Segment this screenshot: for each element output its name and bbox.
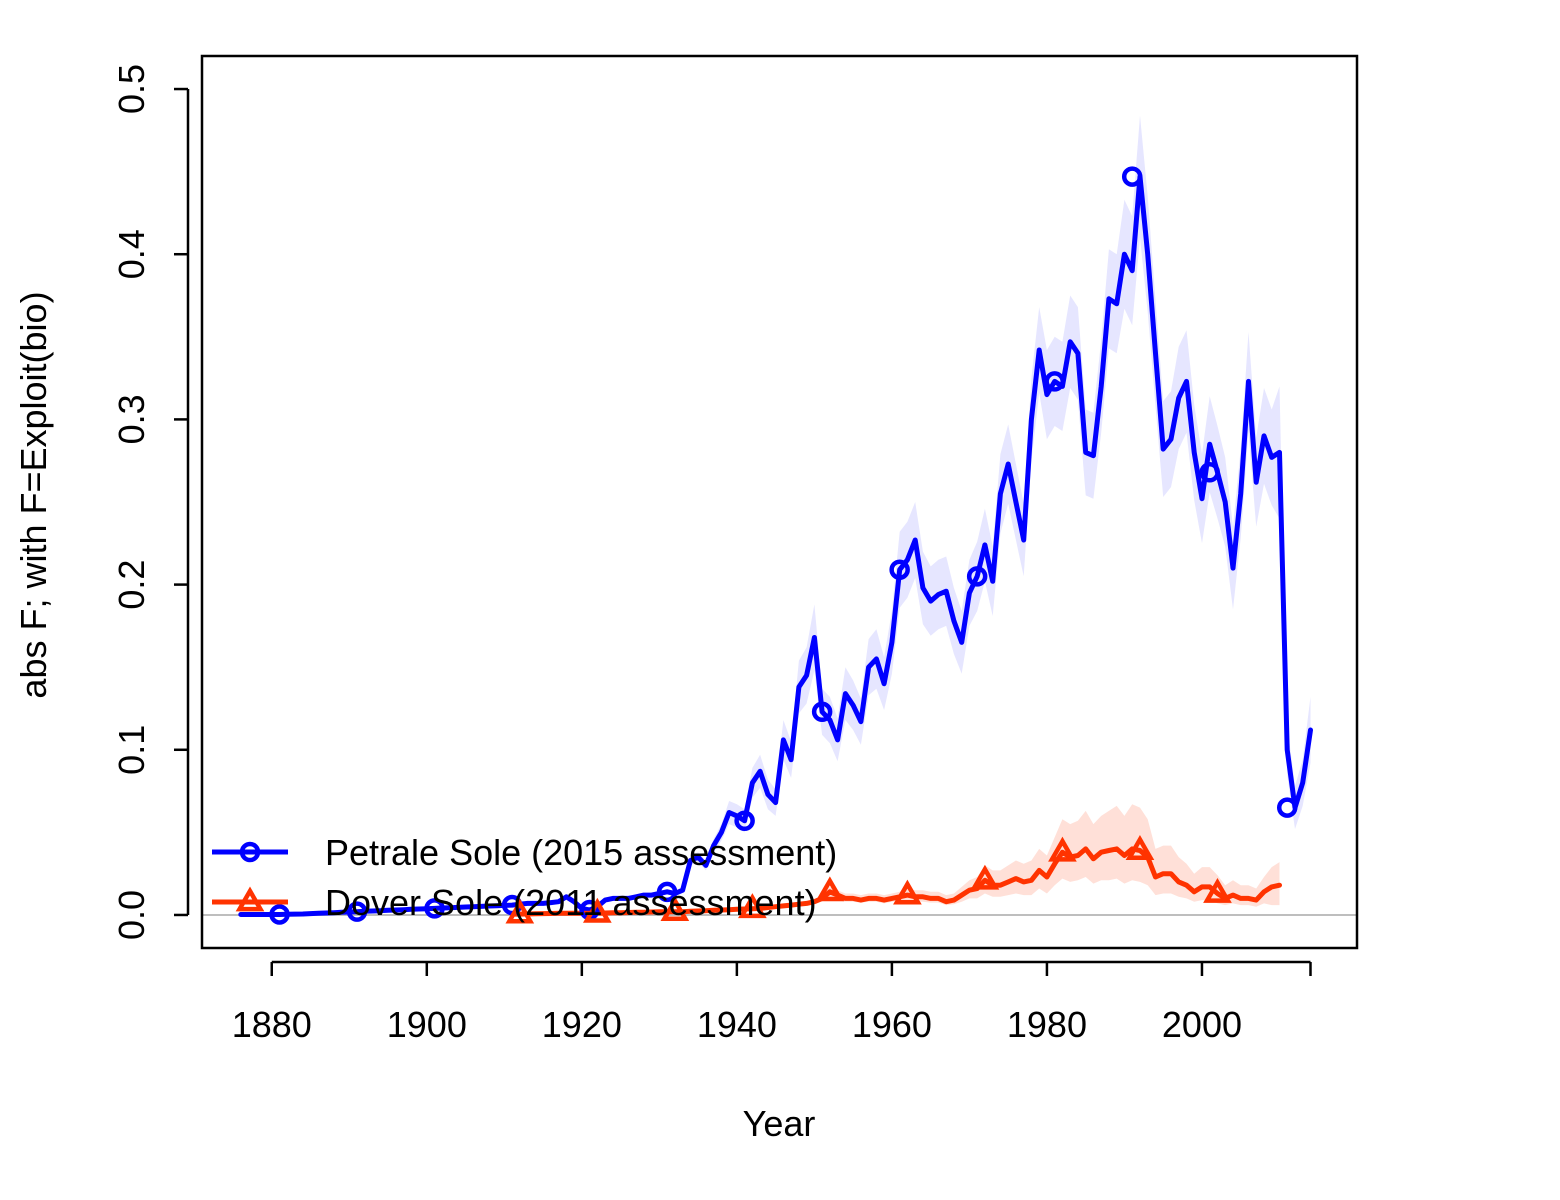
series-1-marker xyxy=(889,559,910,580)
legend-marker-2 xyxy=(235,886,265,912)
series-2-marker xyxy=(738,893,767,919)
confidence-bands xyxy=(240,115,1311,915)
series-1-marker xyxy=(1044,371,1065,392)
y-tick-label: 0.5 xyxy=(111,64,152,114)
legend-marker-1 xyxy=(239,841,261,863)
series-2-marker xyxy=(660,896,690,922)
x-axis: 1880 1900 1920 1940 1960 1980 2000 xyxy=(232,960,1312,1045)
series-2-marker xyxy=(505,898,535,924)
series-2-marker xyxy=(815,876,845,902)
series-2-marker xyxy=(1125,835,1155,860)
confidence-band-2 xyxy=(512,804,1280,915)
x-tick-label: 2000 xyxy=(1162,1004,1242,1045)
x-tick-label: 1900 xyxy=(387,1004,467,1045)
series-1-marker xyxy=(734,810,755,832)
series-1-marker xyxy=(1121,166,1143,187)
x-tick-label: 1940 xyxy=(697,1004,777,1045)
y-tick-label: 0.2 xyxy=(111,560,152,610)
legend-label-1: Petrale Sole (2015 assessment) xyxy=(325,832,837,873)
x-tick-label: 1980 xyxy=(1007,1004,1087,1045)
series-markers xyxy=(269,166,1298,925)
x-tick-label: 1880 xyxy=(232,1004,312,1045)
y-axis-title: abs F; with F=Exploit(bio) xyxy=(13,291,54,698)
series-1-marker xyxy=(811,701,833,723)
series-2-marker xyxy=(1203,877,1232,903)
series-1-marker xyxy=(424,898,445,919)
x-axis-title: Year xyxy=(743,1103,816,1144)
series-1-marker xyxy=(269,904,290,925)
series-1-marker xyxy=(1276,797,1298,818)
legend: Petrale Sole (2015 assessment) Dover Sole… xyxy=(212,832,837,923)
y-tick-label: 0.4 xyxy=(111,229,152,279)
series-1-marker xyxy=(966,566,988,587)
y-tick-label: 0.3 xyxy=(111,394,152,444)
series-2-marker xyxy=(893,879,922,905)
series-line-2 xyxy=(509,846,1282,917)
series-1-marker xyxy=(346,901,368,922)
y-tick-label: 0.1 xyxy=(111,725,152,775)
x-tick-label: 1920 xyxy=(542,1004,622,1045)
series-2-marker xyxy=(1048,836,1077,862)
series-1-marker xyxy=(1199,462,1220,483)
series-2-marker xyxy=(582,897,612,923)
series-line-1 xyxy=(238,174,1313,917)
series-lines xyxy=(238,174,1313,917)
x-tick-label: 1960 xyxy=(852,1004,932,1045)
plot-frame xyxy=(200,54,1359,950)
y-axis: 0.0 0.1 0.2 0.3 0.4 0.5 xyxy=(111,64,190,940)
y-tick-label: 0.0 xyxy=(111,890,152,940)
series-2-marker xyxy=(970,864,1000,890)
series-1-marker xyxy=(656,881,678,903)
legend-label-2: Dover Sole (2011 assessment) xyxy=(325,882,817,923)
